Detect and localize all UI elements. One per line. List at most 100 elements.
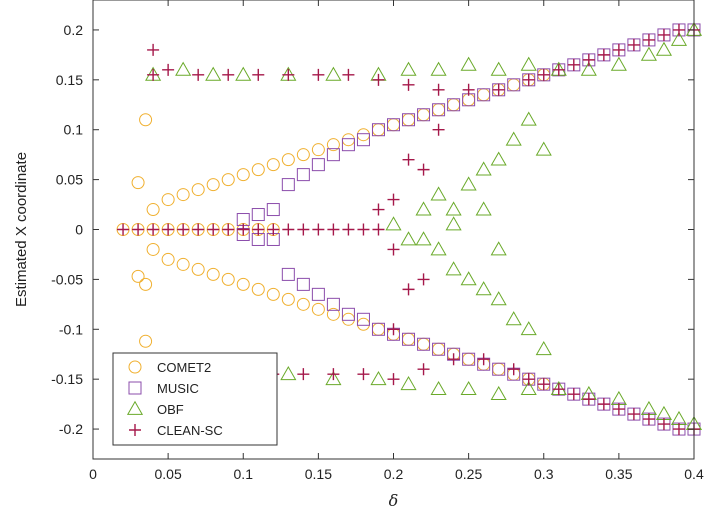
data-point [522,73,535,86]
data-point [520,380,537,396]
data-point [296,148,310,162]
data-point [580,61,597,76]
data-point [235,66,252,81]
data-point [520,111,537,126]
data-point [445,201,462,216]
data-point [356,133,370,147]
data-point [147,223,160,236]
x-tick-label: 0.15 [305,466,332,482]
data-point [282,223,295,236]
data-point [281,292,295,306]
data-point [387,373,400,386]
data-point [400,231,417,246]
data-point [490,61,507,76]
plot-marks [116,21,703,436]
data-point [417,273,430,286]
data-point [475,161,492,176]
data-point [417,363,430,376]
data-point [507,363,520,376]
data-point [266,287,280,301]
y-tick-label: -0.1 [59,321,83,337]
data-point [175,61,192,76]
data-point [161,252,175,266]
data-point [147,68,160,81]
x-tick-label: 0.4 [684,466,704,482]
data-point [387,193,400,206]
data-point [507,78,521,92]
series-clean-sc [117,23,700,436]
data-point [371,322,385,336]
data-point [341,307,355,321]
data-point [402,283,415,296]
data-point [432,83,445,96]
data-point [176,257,190,271]
legend-marker [129,424,141,436]
data-point [281,178,295,192]
data-point [490,291,507,306]
data-point [415,231,432,246]
data-point [537,378,550,391]
data-point [535,141,552,156]
data-point [222,68,235,81]
data-point [132,223,145,236]
data-point [357,368,370,381]
data-point [222,223,235,236]
data-point [297,223,310,236]
data-point [610,56,627,71]
data-point [131,269,145,283]
data-point [447,98,461,112]
data-point [327,368,340,381]
data-point [492,362,506,376]
data-point [370,370,387,386]
data-point [402,153,415,166]
data-point [642,413,655,426]
data-point [311,302,325,316]
data-point [402,332,416,346]
data-point [325,370,342,386]
data-point [657,418,670,431]
data-point [205,66,222,81]
data-point [280,365,297,381]
data-point [192,68,205,81]
data-point [296,168,310,182]
y-tick-label: -0.2 [59,421,83,437]
data-point [462,352,476,366]
data-point [400,61,417,76]
data-point [311,143,325,157]
data-point [326,307,340,321]
data-point [490,151,507,166]
y-tick-label: 0.05 [56,172,83,188]
y-tick-label: -0.05 [51,271,83,287]
x-axis-ticks: 0 0.05 0.1 0.15 0.2 0.25 0.3 0.35 0.4 [89,0,704,482]
data-point [462,83,475,96]
data-point [296,297,310,311]
data-point [475,201,492,216]
data-point [490,241,507,256]
data-point [430,61,447,76]
data-point [417,108,431,122]
data-point [415,201,432,216]
legend-label: MUSIC [157,381,199,396]
data-point [477,88,491,102]
data-point [191,183,205,197]
legend-marker [128,360,142,374]
data-point [522,373,535,386]
data-point [430,186,447,201]
data-point [460,176,477,191]
data-point [356,312,370,326]
data-point [236,277,250,291]
data-point [131,176,145,190]
data-point [312,223,325,236]
data-point [266,203,280,217]
data-point [371,123,385,137]
legend-label: OBF [157,402,184,417]
data-point [430,380,447,396]
data-point [640,46,657,61]
data-point [206,267,220,281]
data-point [117,223,130,236]
data-point [357,223,370,236]
data-point [161,193,175,207]
data-point [341,138,355,152]
data-point [282,68,295,81]
data-point [191,262,205,276]
